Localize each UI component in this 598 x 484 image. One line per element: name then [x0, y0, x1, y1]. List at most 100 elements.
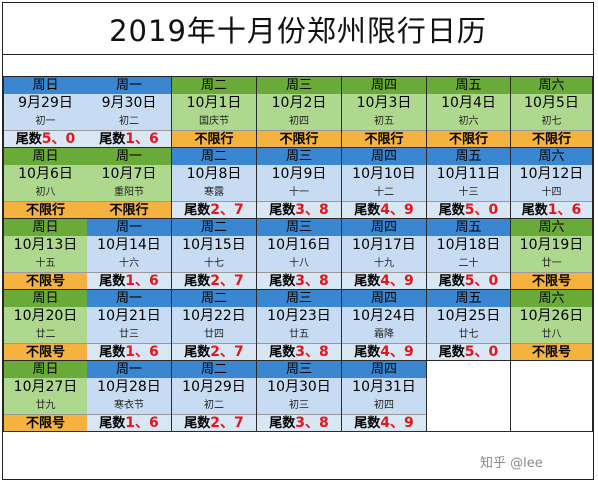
no-restriction-label: 不限行	[448, 132, 488, 147]
plate-prefix-label: 尾数	[99, 274, 126, 289]
digit-separator: 、	[474, 202, 489, 218]
calendar-day-cell: 周四 10月24日 霜降 尾数4、9	[342, 290, 427, 361]
plate-digit: 4	[380, 415, 390, 431]
day-date: 10月25日	[427, 307, 510, 326]
day-date: 10月19日	[511, 236, 592, 255]
calendar-day-cell: 周五 10月25日 廿七 尾数5、0	[427, 290, 511, 361]
day-weekday: 周一	[87, 148, 171, 165]
day-restriction-status: 尾数4、9	[342, 272, 426, 289]
restricted-plate-digits: 3、8	[295, 344, 329, 360]
day-restriction-status: 尾数4、9	[342, 343, 426, 360]
day-restriction-status: 不限号	[4, 343, 87, 360]
plate-digit: 8	[319, 415, 329, 431]
restricted-plate-digits: 2、7	[210, 344, 244, 360]
day-weekday: 周五	[427, 77, 510, 94]
day-weekday: 周三	[257, 219, 341, 236]
day-weekday: 周一	[87, 290, 171, 307]
day-restriction-status: 不限行	[511, 130, 592, 147]
no-restriction-label: 不限行	[364, 132, 404, 147]
day-weekday: 周二	[172, 361, 256, 378]
digit-separator: 、	[135, 273, 149, 289]
calendar-day-cell: 周五 10月11日 十三 尾数5、0	[427, 148, 511, 219]
day-date: 10月27日	[4, 378, 87, 397]
restricted-plate-digits: 4、9	[380, 344, 414, 360]
calendar-day-cell: 周一 9月30日 初二 尾数1、6	[87, 77, 172, 148]
day-date: 9月29日	[4, 94, 87, 113]
digit-separator: 、	[557, 202, 572, 218]
no-restriction-label: 不限号	[531, 345, 571, 360]
plate-digit: 8	[319, 344, 329, 360]
digit-separator: 、	[135, 344, 149, 360]
plate-digit: 5	[464, 202, 475, 218]
no-restriction-label: 不限行	[25, 203, 65, 218]
day-date: 10月16日	[257, 236, 341, 255]
day-lunar: 初七	[511, 113, 592, 130]
plate-prefix-label: 尾数	[184, 345, 211, 360]
restricted-plate-digits: 5、0	[465, 273, 499, 289]
day-weekday: 周四	[342, 290, 426, 307]
plate-prefix-label: 尾数	[184, 203, 211, 218]
restricted-plate-digits: 5、0	[465, 202, 499, 218]
day-weekday: 周五	[427, 148, 510, 165]
calendar-day-cell: 周一 10月28日 寒衣节 尾数1、6	[87, 361, 172, 432]
day-date: 10月1日	[172, 94, 256, 113]
day-restriction-status: 尾数2、7	[172, 343, 256, 360]
day-weekday: 周六	[511, 77, 592, 94]
day-weekday: 周四	[342, 77, 426, 94]
day-restriction-status: 不限号	[4, 272, 87, 289]
plate-digit: 6	[571, 202, 582, 218]
day-weekday: 周一	[87, 361, 171, 378]
restricted-plate-digits: 1、6	[125, 131, 159, 147]
plate-digit: 1	[125, 273, 135, 289]
plate-digit: 1	[547, 202, 558, 218]
page-title: 2019年十月份郑州限行日历	[3, 3, 593, 55]
plate-digit: 2	[210, 273, 220, 289]
plate-digit: 5	[464, 344, 475, 360]
day-lunar: 二十	[427, 255, 510, 272]
watermark: 知乎 @lee	[480, 456, 543, 471]
calendar-day-cell: 周日 9月29日 初一 尾数5、0	[3, 77, 88, 148]
plate-prefix-label: 尾数	[99, 345, 126, 360]
plate-digit: 6	[149, 131, 159, 147]
day-date: 10月8日	[172, 165, 256, 184]
digit-separator: 、	[305, 344, 319, 360]
day-weekday: 周五	[427, 290, 510, 307]
calendar-day-cell: 周四 10月10日 十二 尾数4、9	[342, 148, 427, 219]
plate-digit: 7	[234, 202, 244, 218]
day-weekday: 周四	[342, 219, 426, 236]
plate-digit: 8	[319, 202, 329, 218]
plate-digit: 3	[295, 344, 305, 360]
calendar-day-cell: 周三 10月2日 初四 不限行	[257, 77, 342, 148]
restricted-plate-digits: 5、0	[465, 344, 499, 360]
restricted-plate-digits: 5、0	[42, 131, 76, 147]
day-weekday: 周二	[172, 148, 256, 165]
day-date: 10月7日	[87, 165, 171, 184]
plate-prefix-label: 尾数	[354, 345, 381, 360]
plate-prefix-label: 尾数	[269, 345, 296, 360]
day-restriction-status: 尾数4、9	[342, 414, 426, 431]
calendar-day-cell: 周三 10月16日 十八 尾数3、8	[257, 219, 342, 290]
digit-separator: 、	[305, 202, 319, 218]
calendar-day-cell: 周六 10月26日 廿八 不限号	[511, 290, 593, 361]
calendar-day-cell: 周二 10月22日 廿四 尾数2、7	[172, 290, 257, 361]
day-lunar: 寒衣节	[87, 397, 171, 414]
calendar-day-cell: 周四 10月3日 初五 不限行	[342, 77, 427, 148]
plate-digit: 4	[380, 344, 390, 360]
plate-digit: 9	[404, 344, 414, 360]
day-date: 10月17日	[342, 236, 426, 255]
plate-digit: 7	[234, 415, 244, 431]
day-weekday: 周日	[4, 148, 87, 165]
day-lunar: 初二	[87, 113, 171, 130]
plate-prefix-label: 尾数	[438, 274, 465, 289]
day-lunar: 十五	[4, 255, 87, 272]
day-restriction-status: 尾数5、0	[4, 130, 87, 147]
day-date: 10月5日	[511, 94, 592, 113]
digit-separator: 、	[390, 273, 404, 289]
plate-digit: 0	[488, 202, 499, 218]
day-lunar: 廿四	[172, 326, 256, 343]
plate-prefix-label: 尾数	[354, 203, 381, 218]
day-weekday: 周日	[4, 361, 87, 378]
day-lunar: 十八	[257, 255, 341, 272]
no-restriction-label: 不限行	[109, 203, 149, 218]
calendar-day-cell: 周日 10月27日 廿九 不限号	[3, 361, 88, 432]
